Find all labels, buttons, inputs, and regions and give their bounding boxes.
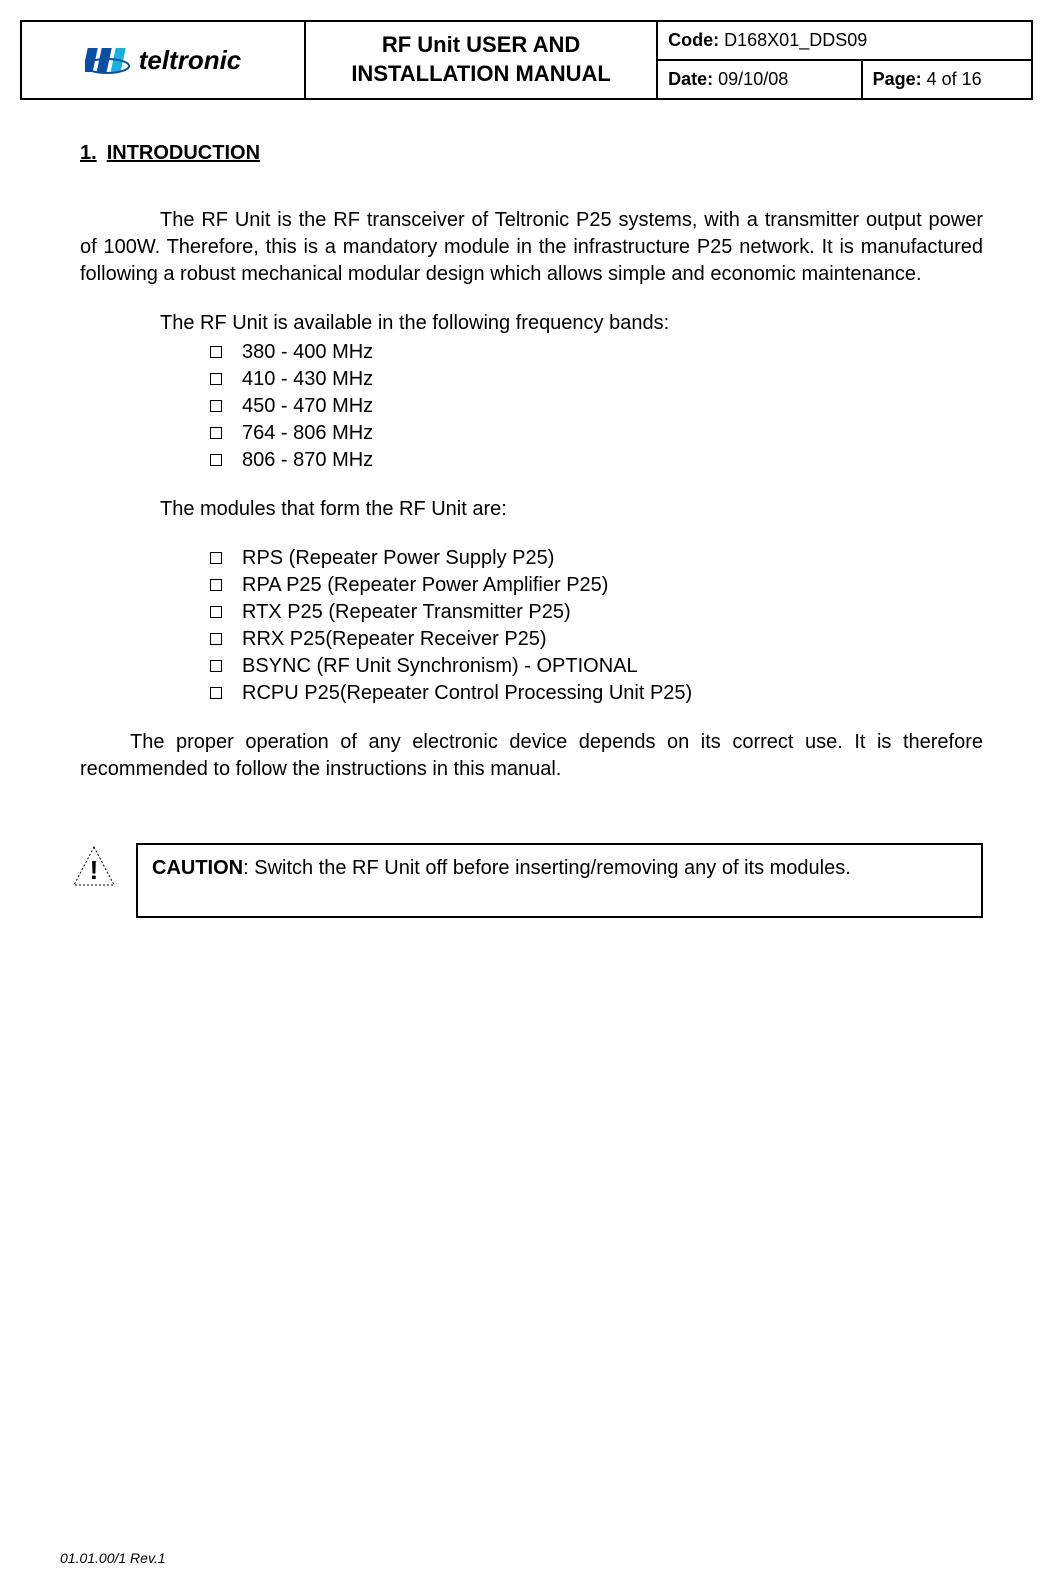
list-item: RPS (Repeater Power Supply P25) bbox=[210, 545, 983, 572]
warning-icon: ! bbox=[70, 843, 118, 891]
page: teltronic RF Unit USER AND INSTALLATION … bbox=[0, 0, 1053, 1596]
list-item: 450 - 470 MHz bbox=[210, 393, 983, 420]
section-heading: 1. INTRODUCTION bbox=[80, 140, 983, 167]
list-item: 380 - 400 MHz bbox=[210, 339, 983, 366]
footer-revision: 01.01.00/1 Rev.1 bbox=[60, 1550, 166, 1566]
closing-paragraph: The proper operation of any electronic d… bbox=[80, 729, 983, 783]
modules-intro: The modules that form the RF Unit are: bbox=[160, 496, 983, 523]
svg-text:!: ! bbox=[90, 855, 99, 885]
list-item: BSYNC (RF Unit Synchronism) - OPTIONAL bbox=[210, 653, 983, 680]
section-number: 1. bbox=[80, 142, 97, 164]
list-item: 764 - 806 MHz bbox=[210, 420, 983, 447]
code-value: D168X01_DDS09 bbox=[724, 30, 867, 50]
section-title: INTRODUCTION bbox=[107, 142, 260, 164]
modules-list: RPS (Repeater Power Supply P25) RPA P25 … bbox=[210, 545, 983, 707]
date-label: Date: bbox=[668, 69, 713, 89]
logo: teltronic bbox=[32, 42, 294, 78]
code-label: Code: bbox=[668, 30, 719, 50]
document-header: teltronic RF Unit USER AND INSTALLATION … bbox=[20, 20, 1033, 100]
list-item: 410 - 430 MHz bbox=[210, 366, 983, 393]
code-cell: Code: D168X01_DDS09 bbox=[657, 21, 1032, 60]
teltronic-logo-icon bbox=[85, 42, 133, 78]
bands-intro: The RF Unit is available in the followin… bbox=[160, 310, 983, 337]
list-item: 806 - 870 MHz bbox=[210, 447, 983, 474]
page-cell: Page: 4 of 16 bbox=[862, 60, 1032, 99]
list-item: RRX P25(Repeater Receiver P25) bbox=[210, 626, 983, 653]
logo-cell: teltronic bbox=[21, 21, 305, 99]
page-value: 4 of 16 bbox=[927, 69, 982, 89]
list-item: RTX P25 (Repeater Transmitter P25) bbox=[210, 599, 983, 626]
caution-text: : Switch the RF Unit off before insertin… bbox=[243, 857, 851, 879]
frequency-bands-list: 380 - 400 MHz 410 - 430 MHz 450 - 470 MH… bbox=[210, 339, 983, 474]
list-item: RPA P25 (Repeater Power Amplifier P25) bbox=[210, 572, 983, 599]
page-label: Page: bbox=[873, 69, 922, 89]
date-value: 09/10/08 bbox=[718, 69, 788, 89]
caution-block: ! CAUTION: Switch the RF Unit off before… bbox=[70, 843, 983, 918]
document-title: RF Unit USER AND INSTALLATION MANUAL bbox=[305, 21, 657, 99]
date-cell: Date: 09/10/08 bbox=[657, 60, 861, 99]
intro-paragraph: The RF Unit is the RF transceiver of Tel… bbox=[80, 207, 983, 288]
caution-box: CAUTION: Switch the RF Unit off before i… bbox=[136, 843, 983, 918]
content-body: 1. INTRODUCTION The RF Unit is the RF tra… bbox=[20, 100, 1033, 918]
logo-text: teltronic bbox=[139, 45, 242, 76]
caution-label: CAUTION bbox=[152, 857, 243, 879]
list-item: RCPU P25(Repeater Control Processing Uni… bbox=[210, 680, 983, 707]
